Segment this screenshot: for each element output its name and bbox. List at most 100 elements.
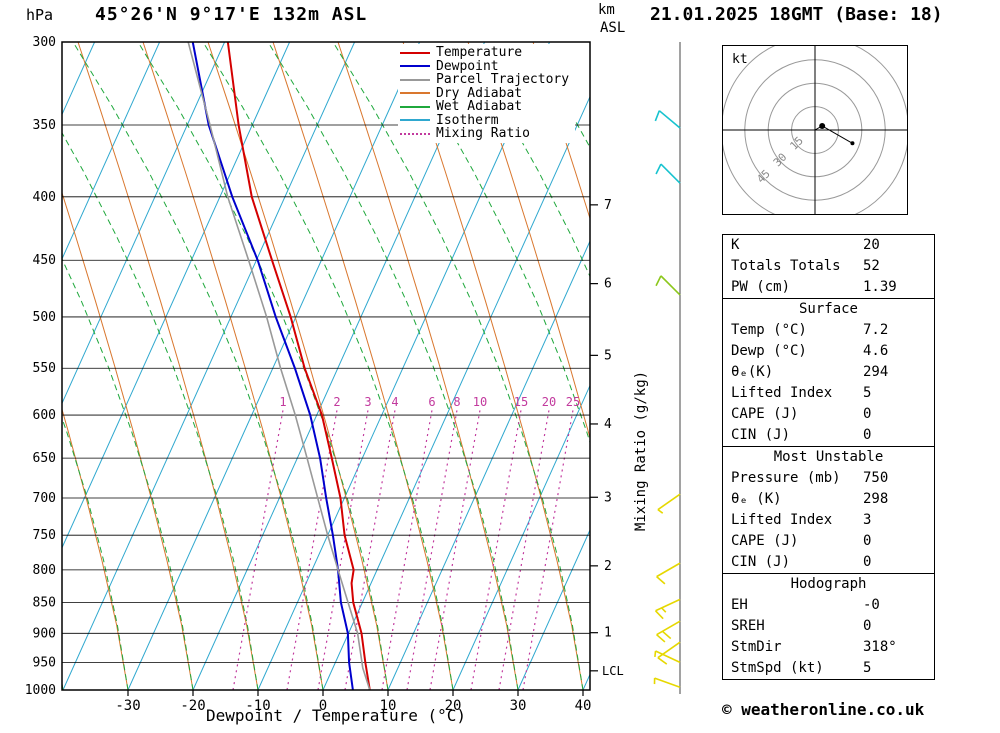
table-row: CAPE (J) 0 <box>723 404 934 425</box>
table-row-value: 0 <box>863 406 872 422</box>
plot-background <box>62 42 590 690</box>
table-section-title: Most Unstable <box>773 449 884 465</box>
table-row-value: 20 <box>863 237 880 253</box>
table-row-label: PW (cm) <box>731 279 791 295</box>
table-row-value: 318° <box>863 639 897 655</box>
svg-text:10: 10 <box>380 698 397 714</box>
table-row: StmDir 318° <box>723 637 934 658</box>
svg-text:750: 750 <box>33 528 56 543</box>
legend-line-sample <box>400 65 430 68</box>
table-row-value: 52 <box>863 258 880 274</box>
legend-line-sample <box>400 105 430 108</box>
table-section: K 20 Totals Totals 52 PW (cm) 1.39 <box>722 234 935 299</box>
legend-item: Mixing Ratio <box>400 127 569 141</box>
legend-label: Wet Adiabat <box>436 99 523 115</box>
table-row-label: Lifted Index <box>731 385 833 401</box>
legend-line-sample <box>400 119 430 122</box>
svg-text:25: 25 <box>566 395 580 409</box>
svg-text:7: 7 <box>604 198 612 213</box>
temp-axis-ticks: -30 -20 -10 0 10 20 30 40 <box>115 690 591 714</box>
svg-text:-30: -30 <box>115 698 140 714</box>
svg-text:4: 4 <box>604 417 612 432</box>
wet-adiabat-lines <box>62 42 590 690</box>
wind-barb-column <box>653 42 681 694</box>
legend-item: Parcel Trajectory <box>400 73 569 87</box>
table-row-label: Lifted Index <box>731 512 833 528</box>
svg-text:350: 350 <box>33 118 56 133</box>
table-row-value: 0 <box>863 618 872 634</box>
table-row-value: 7.2 <box>863 322 889 338</box>
svg-text:600: 600 <box>33 408 56 423</box>
table-row-label: Temp (°C) <box>731 322 807 338</box>
table-row: Pressure (mb) 750 <box>723 468 934 489</box>
svg-text:20: 20 <box>542 395 556 409</box>
table-row: θₑ(K) 294 <box>723 362 934 383</box>
svg-text:6: 6 <box>428 395 435 409</box>
plot-frame <box>61 41 591 691</box>
svg-text:-10: -10 <box>245 698 270 714</box>
table-row: EH -0 <box>723 595 934 616</box>
legend-label: Dewpoint <box>436 58 499 74</box>
table-row: θₑ (K) 298 <box>723 489 934 510</box>
legend-item: Temperature <box>400 46 569 60</box>
table-row-label: θₑ (K) <box>731 491 782 507</box>
table-row-value: 5 <box>863 660 872 676</box>
table-row: CIN (J) 0 <box>723 425 934 446</box>
table-section: Surface Temp (°C) 7.2 Dewp (°C) 4.6 θₑ(K) 294 L… <box>722 298 935 447</box>
table-row-value: 5 <box>863 385 872 401</box>
legend-label: Isotherm <box>436 112 499 128</box>
svg-text:5: 5 <box>604 348 612 363</box>
legend-line-sample <box>400 51 430 54</box>
table-row-value: 0 <box>863 427 872 443</box>
legend-line-sample <box>400 78 430 81</box>
table-row-label: CAPE (J) <box>731 406 799 422</box>
curve-dewpoint <box>191 42 354 690</box>
legend-line-sample <box>400 132 430 135</box>
svg-text:950: 950 <box>33 655 56 670</box>
table-section-title: Surface <box>798 301 858 317</box>
table-row-label: Pressure (mb) <box>731 470 841 486</box>
legend-label: Mixing Ratio <box>436 126 530 142</box>
svg-text:3: 3 <box>604 490 612 505</box>
table-row-label: CAPE (J) <box>731 533 799 549</box>
legend-item: Dewpoint <box>400 60 569 74</box>
legend-item: Dry Adiabat <box>400 87 569 101</box>
svg-text:-20: -20 <box>180 698 205 714</box>
svg-text:850: 850 <box>33 596 56 611</box>
table-row: Dewp (°C) 4.6 <box>723 341 934 362</box>
svg-text:700: 700 <box>33 491 56 506</box>
hodograph-trace <box>814 125 853 144</box>
km-axis-ticks: 1 2 3 4 5 6 7 LCL <box>590 198 624 678</box>
svg-text:1000: 1000 <box>25 683 56 698</box>
altitude-axis-unit-asl: ASL <box>600 20 626 36</box>
table-section-title: Hodograph <box>790 576 867 592</box>
lcl-label: LCL <box>602 664 624 678</box>
table-row-label: StmSpd (kt) <box>731 660 824 676</box>
legend-label: Parcel Trajectory <box>436 72 570 88</box>
table-row: Lifted Index 5 <box>723 383 934 404</box>
table-row-label: Totals Totals <box>731 258 841 274</box>
curve-parcel-trajectory <box>187 42 371 690</box>
svg-text:1: 1 <box>604 626 612 641</box>
svg-text:30: 30 <box>510 698 527 714</box>
altitude-axis-unit-km: km <box>598 2 615 18</box>
table-row-value: 1.39 <box>863 279 897 295</box>
svg-text:10: 10 <box>473 395 487 409</box>
xaxis-label: Dewpoint / Temperature (°C) <box>205 706 467 725</box>
table-row-label: K <box>731 237 740 253</box>
table-row-value: 0 <box>863 533 872 549</box>
svg-text:550: 550 <box>33 361 56 376</box>
svg-text:500: 500 <box>33 310 56 325</box>
table-row-value: 3 <box>863 512 872 528</box>
table-row-value: 4.6 <box>863 343 889 359</box>
svg-text:450: 450 <box>33 253 56 268</box>
table-row: Temp (°C) 7.2 <box>723 320 934 341</box>
table-row: SREH 0 <box>723 616 934 637</box>
table-row-value: 0 <box>863 554 872 570</box>
table-row: PW (cm) 1.39 <box>723 277 934 298</box>
legend-item: Isotherm <box>400 114 569 128</box>
table-row-value: 750 <box>863 470 889 486</box>
